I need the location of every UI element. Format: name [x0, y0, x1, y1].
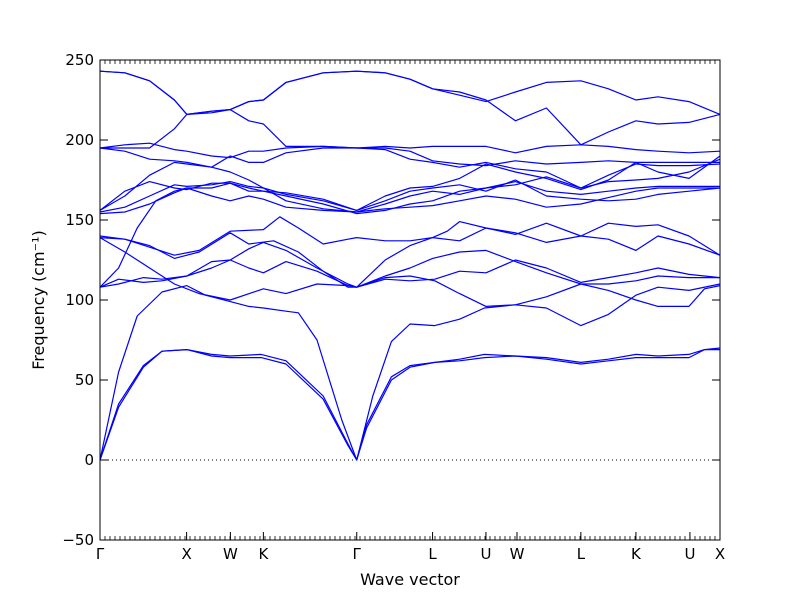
y-tick-label: 0 [84, 451, 94, 469]
y-tick-label: 50 [75, 371, 94, 389]
x-tick-label: W [510, 545, 525, 563]
y-tick-labels: −50 0 50 100 150 200 250 [62, 51, 94, 549]
band-line-13 [99, 155, 721, 211]
band-line-2 [99, 347, 721, 461]
x-tick-label: X [715, 545, 725, 563]
band-line-5 [99, 241, 721, 327]
x-tick-label: L [428, 545, 437, 563]
band-line-10 [99, 181, 720, 215]
x-tick-label: L [577, 545, 586, 563]
x-tick-label: U [684, 545, 695, 563]
y-tick-label: 200 [65, 131, 94, 149]
band-line-15 [99, 142, 720, 167]
band-line-6 [99, 237, 720, 301]
x-tick-label: W [223, 545, 238, 563]
y-axis-label: Frequency (cm⁻¹) [29, 230, 48, 369]
x-tick-label: U [480, 545, 491, 563]
plot-area [99, 59, 721, 541]
band-line-14 [99, 147, 721, 189]
plot-background [100, 60, 720, 540]
band-line-3 [99, 283, 721, 461]
band-line-4 [99, 259, 721, 288]
x-axis-label: Wave vector [360, 570, 460, 589]
x-tick-marks [99, 60, 721, 540]
x-tick-label: Γ [96, 545, 105, 563]
y-tick-label: 150 [65, 211, 94, 229]
x-tick-label: X [181, 545, 191, 563]
band-line-12 [99, 179, 721, 211]
band-line-18 [99, 70, 721, 116]
y-tick-label: 100 [65, 291, 94, 309]
x-tick-label: K [258, 545, 269, 563]
y-tick-label: 250 [65, 51, 94, 69]
series-layer [99, 70, 721, 461]
band-line-11 [99, 158, 721, 213]
band-line-8 [99, 222, 721, 288]
band-line-9 [99, 187, 720, 288]
plot-frame [99, 59, 721, 541]
x-tick-label: Γ [353, 545, 362, 563]
y-tick-label: −50 [62, 531, 94, 549]
x-tick-label: K [631, 545, 642, 563]
band-line-7 [99, 216, 721, 256]
